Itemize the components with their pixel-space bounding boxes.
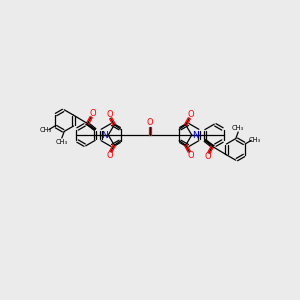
- Text: O: O: [187, 110, 194, 119]
- Text: O: O: [204, 152, 211, 161]
- Text: O: O: [147, 118, 153, 127]
- Text: CH₃: CH₃: [232, 125, 244, 131]
- Text: CH₃: CH₃: [39, 127, 51, 133]
- Text: O: O: [106, 151, 113, 160]
- Text: N: N: [192, 130, 199, 140]
- Text: N: N: [101, 130, 108, 140]
- Text: O: O: [187, 151, 194, 160]
- Text: O: O: [106, 110, 113, 119]
- Text: CH₃: CH₃: [249, 137, 261, 143]
- Text: CH₃: CH₃: [56, 139, 68, 145]
- Text: O: O: [89, 109, 96, 118]
